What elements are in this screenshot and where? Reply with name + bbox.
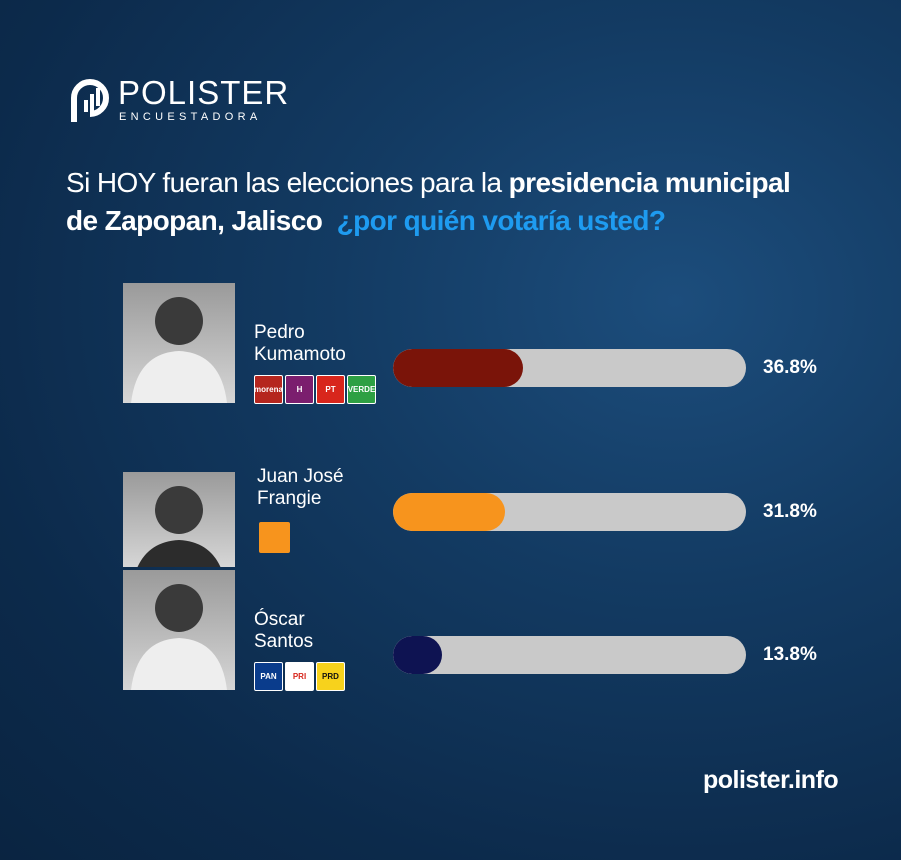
bar-track [393, 636, 746, 674]
candidate-photo [123, 283, 235, 403]
silhouette [137, 486, 221, 567]
title-part: ¿por quién votaría usted? [336, 205, 666, 236]
value-label: 31.8% [763, 501, 817, 522]
chart-title: Si HOY fueran las elecciones para la pre… [66, 164, 791, 240]
title-part: presidencia municipal [508, 167, 791, 198]
bar [393, 636, 442, 674]
brand-name: POLISTER [118, 74, 290, 111]
candidate-name: Pedro Kumamoto [254, 322, 346, 365]
candidate-name: Juan José Frangie [257, 466, 344, 509]
candidate-name: Óscar Santos [254, 609, 314, 652]
candidate-photo [123, 570, 235, 690]
value-label: 13.8% [763, 644, 817, 665]
party-logo: PRI [285, 662, 314, 691]
value-label: 36.8% [763, 357, 817, 378]
party-logo: PRD [316, 662, 345, 691]
party-logo: PAN [254, 662, 283, 691]
footer: polister.info [703, 766, 839, 794]
bar [393, 349, 523, 387]
silhouette [131, 584, 227, 690]
bar-track [393, 493, 746, 531]
party-logo [259, 522, 290, 553]
title-part: Si HOY fueran las elecciones para la [66, 167, 502, 198]
candidate-photo [123, 472, 235, 567]
bar [393, 493, 506, 531]
party-logo: VERDE [347, 375, 376, 404]
party-logo: morena [254, 375, 283, 404]
brand-tagline: ENCUESTADORA [119, 111, 262, 123]
brand-icon [71, 79, 110, 122]
party-logo: PT [316, 375, 345, 404]
party-logo: H [285, 375, 314, 404]
silhouette [131, 297, 227, 403]
title-part: de Zapopan, Jalisco [66, 205, 323, 236]
bar-track [393, 349, 746, 387]
